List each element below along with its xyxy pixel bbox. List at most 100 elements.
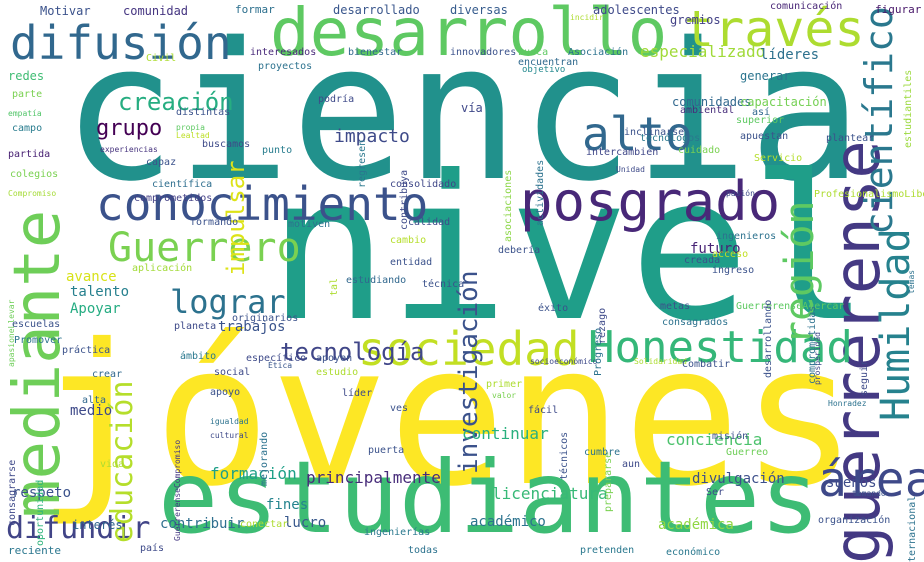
cloud-word: sociedad <box>358 322 580 376</box>
cloud-word: punto <box>262 145 293 156</box>
cloud-word: jóvenes <box>36 302 858 529</box>
cloud-word: principalmente <box>306 468 441 487</box>
cloud-word: apoyo <box>210 387 241 398</box>
cloud-word: comprometidas <box>807 305 818 384</box>
cloud-word: futuro <box>690 241 741 257</box>
cloud-word: cuidado <box>678 145 721 156</box>
cloud-word: rezago <box>597 307 608 344</box>
cloud-word: líder <box>342 388 373 399</box>
cloud-word: interesados <box>250 47 317 58</box>
cloud-word: calidad <box>408 217 451 228</box>
cloud-word: Guerreo <box>726 447 769 458</box>
cloud-word: fácil <box>528 405 559 416</box>
cloud-word: ingenieros <box>716 231 777 242</box>
cloud-word: conciencia <box>666 430 763 449</box>
cloud-word: ciencia <box>62 2 863 223</box>
cloud-word: Honradez <box>828 399 867 408</box>
cloud-word: científico <box>857 6 901 235</box>
cloud-word: proyectos <box>258 61 313 72</box>
cloud-word: seguir <box>859 359 870 396</box>
cloud-word: estudio <box>316 367 359 378</box>
cloud-word: respeto <box>12 485 72 501</box>
cloud-word: práctica <box>62 345 111 356</box>
cloud-word: planeta <box>174 321 217 332</box>
cloud-word: Motivar <box>40 4 91 18</box>
cloud-word: tecnólogos <box>640 133 701 144</box>
cloud-word: GuerrerenseCompromiso <box>173 439 182 541</box>
cloud-word: experiencias <box>100 145 158 154</box>
cloud-word: comunidades <box>672 95 752 109</box>
cloud-word: sueños <box>826 475 877 491</box>
cloud-word: alto <box>582 107 693 161</box>
cloud-word: todas <box>408 545 439 556</box>
cloud-word: figurar <box>875 3 922 16</box>
cloud-word: actividades <box>535 159 546 226</box>
cloud-word: difusión <box>10 16 232 70</box>
cloud-word: avance <box>66 269 117 285</box>
cloud-word: entidad <box>390 257 433 268</box>
cloud-word: tal <box>329 277 340 296</box>
cloud-word: cumbre <box>584 447 621 458</box>
cloud-word: científica <box>152 179 213 190</box>
cloud-word: internacional <box>907 495 918 562</box>
cloud-word: aun <box>622 459 641 470</box>
cloud-word: líderes <box>760 47 820 63</box>
cloud-word: especializado <box>640 42 766 61</box>
cloud-word: alta <box>82 395 107 406</box>
cloud-word: conocimiento <box>96 177 429 231</box>
cloud-word: comunicación <box>770 1 843 12</box>
cloud-word: capaz <box>146 157 177 168</box>
cloud-word: así <box>752 107 771 118</box>
cloud-word: diversas <box>450 3 508 17</box>
cloud-word: formar <box>235 3 275 16</box>
cloud-word: Ética <box>268 361 293 370</box>
cloud-word: desarrollando <box>763 299 774 378</box>
cloud-word: fines <box>266 497 309 513</box>
cloud-word: desarrollo <box>270 0 668 71</box>
cloud-word: creación <box>118 88 234 116</box>
cloud-word: tecnología <box>280 338 425 366</box>
cloud-word: tomando <box>852 489 886 498</box>
cloud-word: creada <box>684 255 721 266</box>
cloud-word: plantear <box>826 133 875 144</box>
cloud-word: busca <box>518 47 549 58</box>
cloud-word: social <box>214 367 251 378</box>
cloud-word: colegios <box>10 169 59 180</box>
cloud-word: Servicio <box>754 153 803 164</box>
cloud-word: cultural <box>210 431 249 440</box>
cloud-word: metas <box>660 301 691 312</box>
cloud-word: ves <box>390 403 409 414</box>
cloud-word: podría <box>318 94 355 105</box>
cloud-word: mejorando <box>259 431 270 486</box>
cloud-word: éxito <box>538 303 569 314</box>
cloud-word: Apoyar <box>70 301 121 317</box>
cloud-word: ProfesionalismoLibertad <box>814 189 924 200</box>
cloud-word: estudiantes <box>158 439 821 556</box>
cloud-word: oportunidad <box>35 479 46 546</box>
cloud-word: Honestidad <box>588 322 853 373</box>
cloud-word: valor <box>492 391 517 400</box>
cloud-word: superior <box>736 115 785 126</box>
cloud-word: bienestar <box>348 47 403 58</box>
cloud-word: Promover <box>14 335 63 346</box>
cloud-word: Combatir <box>682 359 731 370</box>
cloud-word: Lealtad <box>176 131 210 140</box>
cloud-word: originarios <box>232 313 299 324</box>
cloud-word: formación <box>210 464 297 483</box>
cloud-word: estudiando <box>346 275 407 286</box>
cloud-word: ingenierías <box>364 527 431 538</box>
cloud-word: objetivo <box>522 65 566 75</box>
cloud-word: lucro <box>284 515 327 531</box>
cloud-word: regresen <box>357 139 368 188</box>
cloud-word: desarrollado <box>333 3 420 17</box>
cloud-word: técnica <box>422 279 465 290</box>
cloud-word: vida <box>100 459 125 470</box>
cloud-word: gremios <box>670 13 721 27</box>
cloud-word: campo <box>12 123 43 134</box>
cloud-word: conectar <box>240 519 289 530</box>
cloud-word: asociaciones <box>503 169 514 242</box>
cloud-word: comprometidos <box>134 193 213 204</box>
cloud-word: Ser <box>706 487 725 498</box>
cloud-word: contribuir <box>160 516 245 532</box>
